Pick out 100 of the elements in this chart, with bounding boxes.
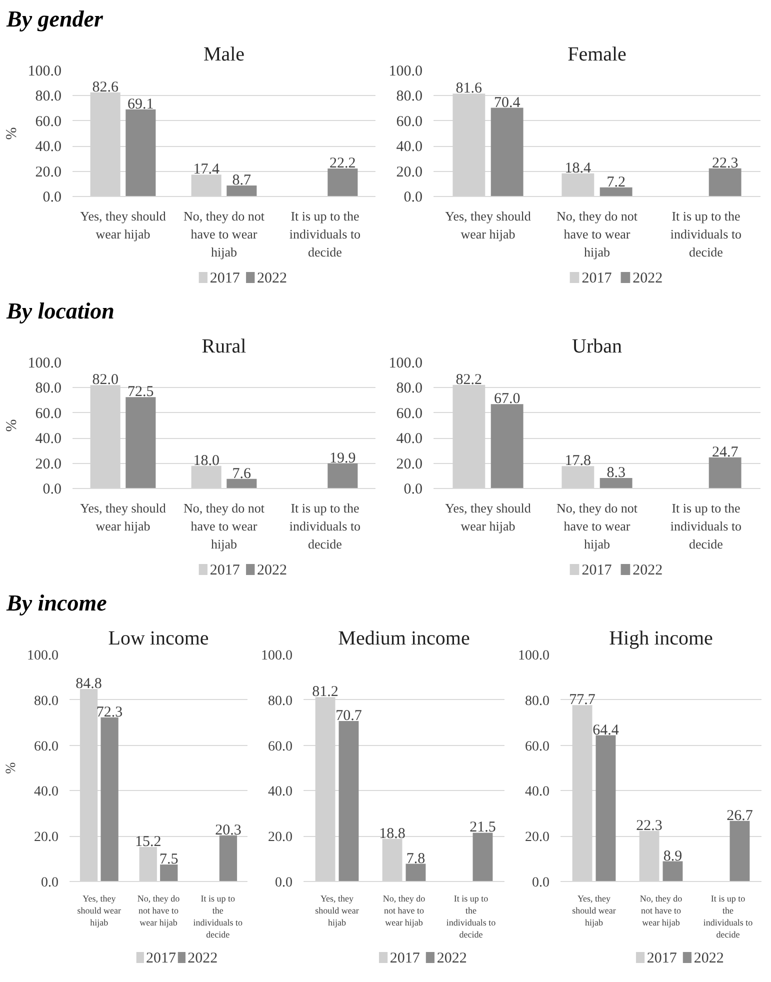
data-label: 17.4	[193, 162, 220, 178]
data-label: 7.2	[606, 174, 626, 190]
x-tick-label: It is up to the individuals to decide	[703, 894, 754, 940]
y-tick-label: 100.0	[261, 648, 292, 664]
y-tick-label: 20.0	[34, 830, 58, 846]
x-tick-label: It is up to the individuals to decide	[670, 500, 742, 552]
bar	[406, 864, 426, 882]
bar	[100, 717, 118, 882]
y-tick-label: 40.0	[396, 139, 422, 156]
data-label: 22.2	[330, 156, 356, 172]
data-label: 8.7	[232, 172, 252, 189]
bar	[730, 820, 750, 882]
y-tick-label: 0.0	[42, 190, 62, 206]
bar	[328, 168, 358, 196]
legend-label: 2022	[257, 562, 288, 578]
bar	[338, 721, 359, 882]
data-label: 24.7	[712, 444, 739, 460]
x-tick-label: No, they do not have to wear hijab	[184, 208, 265, 260]
text: By location	[6, 298, 114, 324]
legend-label: 2022	[257, 270, 288, 286]
y-tick-label: 60.0	[35, 406, 62, 422]
y-tick-label: 80.0	[525, 694, 550, 709]
data-label: 18.4	[564, 160, 592, 176]
bar	[126, 109, 156, 196]
x-tick-label: It is up to the individuals to decide	[289, 208, 361, 260]
x-tick-label: No, they do not have to wear hijab	[382, 894, 426, 928]
y-tick-label: 80.0	[268, 694, 292, 709]
bar	[226, 186, 257, 196]
data-label: 15.2	[134, 834, 162, 850]
x-tick-label: No, they do not have to wear hijab	[184, 500, 265, 552]
chart-title: Female	[568, 44, 627, 66]
data-label: 82.0	[92, 372, 118, 388]
legend-label: 2017	[646, 950, 678, 966]
y-tick-label: 100.0	[27, 648, 58, 664]
y-tick-label: 20.0	[396, 164, 422, 180]
data-label: 19.9	[330, 450, 356, 466]
y-tick-label: 20.0	[35, 456, 62, 472]
data-label: 69.1	[128, 96, 154, 112]
data-label: 81.2	[312, 684, 338, 700]
data-label: 8.9	[663, 848, 682, 864]
legend-label: 2017	[582, 562, 612, 578]
bar	[662, 861, 683, 882]
chart-title: Rural	[202, 336, 247, 358]
legend-label: 2022	[632, 562, 663, 578]
y-tick-label: 20.0	[525, 830, 550, 846]
y-tick-label: 40.0	[34, 784, 58, 800]
y-tick-label: 80.0	[396, 380, 422, 397]
bar	[708, 457, 742, 488]
y-tick-label: 0.0	[532, 876, 550, 890]
y-tick-label: 0.0	[275, 876, 292, 890]
data-label: 72.5	[128, 384, 154, 400]
data-label: 77.7	[569, 692, 596, 708]
data-label: 82.2	[456, 372, 482, 388]
y-tick-label: 20.0	[396, 456, 422, 472]
legend-label: 2017	[390, 950, 420, 966]
x-tick-label: Yes, they should wear hijab	[80, 208, 166, 242]
y-tick-label: 60.0	[268, 739, 292, 754]
data-label: 64.4	[592, 722, 620, 738]
y-tick-label: 80.0	[35, 88, 62, 105]
x-tick-label: Yes, they should wear hijab	[315, 894, 359, 928]
data-label: 22.3	[636, 818, 662, 834]
bar	[490, 108, 524, 196]
data-label: 82.6	[92, 79, 119, 96]
bar	[596, 735, 616, 882]
data-label: 18.0	[193, 452, 220, 469]
y-tick-label: 40.0	[396, 431, 422, 448]
x-tick-label: No, they do not have to wear hijab	[640, 894, 683, 928]
data-label: 8.3	[606, 465, 626, 482]
y-tick-label: 60.0	[396, 114, 422, 130]
data-label: 17.8	[564, 453, 592, 470]
y-tick-label: 40.0	[35, 431, 62, 448]
y-tick-label: 60.0	[525, 739, 550, 754]
bar	[600, 187, 632, 196]
y-axis-title: %	[4, 419, 20, 432]
legend-label: 2022	[632, 270, 663, 286]
bar	[490, 404, 524, 488]
x-tick-label: It is up to the individuals to decide	[193, 894, 243, 940]
bar	[126, 397, 156, 488]
chart-title: Medium income	[338, 628, 470, 650]
bar	[219, 835, 238, 882]
bar	[226, 478, 257, 488]
data-label: 81.6	[456, 80, 483, 97]
y-tick-label: 100.0	[388, 356, 422, 372]
legend-label: 2017	[146, 950, 177, 966]
x-tick-label: No, they do not have to wear hijab	[556, 500, 638, 552]
x-tick-label: Yes, they should wear hijab	[80, 500, 166, 534]
y-tick-label: 60.0	[35, 114, 62, 130]
x-tick-label: It is up to the individuals to decide	[446, 894, 496, 940]
data-label: 70.4	[494, 94, 521, 111]
y-tick-label: 80.0	[396, 88, 422, 105]
y-tick-label: 20.0	[268, 830, 292, 846]
y-tick-label: 40.0	[525, 784, 550, 800]
bar	[708, 168, 742, 196]
legend-label: 2017	[582, 270, 612, 286]
data-label: 18.8	[379, 826, 406, 842]
y-tick-label: 80.0	[34, 694, 58, 709]
legend-label: 2017	[210, 270, 240, 286]
x-tick-label: It is up to the individuals to decide	[670, 208, 742, 260]
legend-label: 2022	[436, 950, 467, 966]
bar	[328, 463, 358, 488]
